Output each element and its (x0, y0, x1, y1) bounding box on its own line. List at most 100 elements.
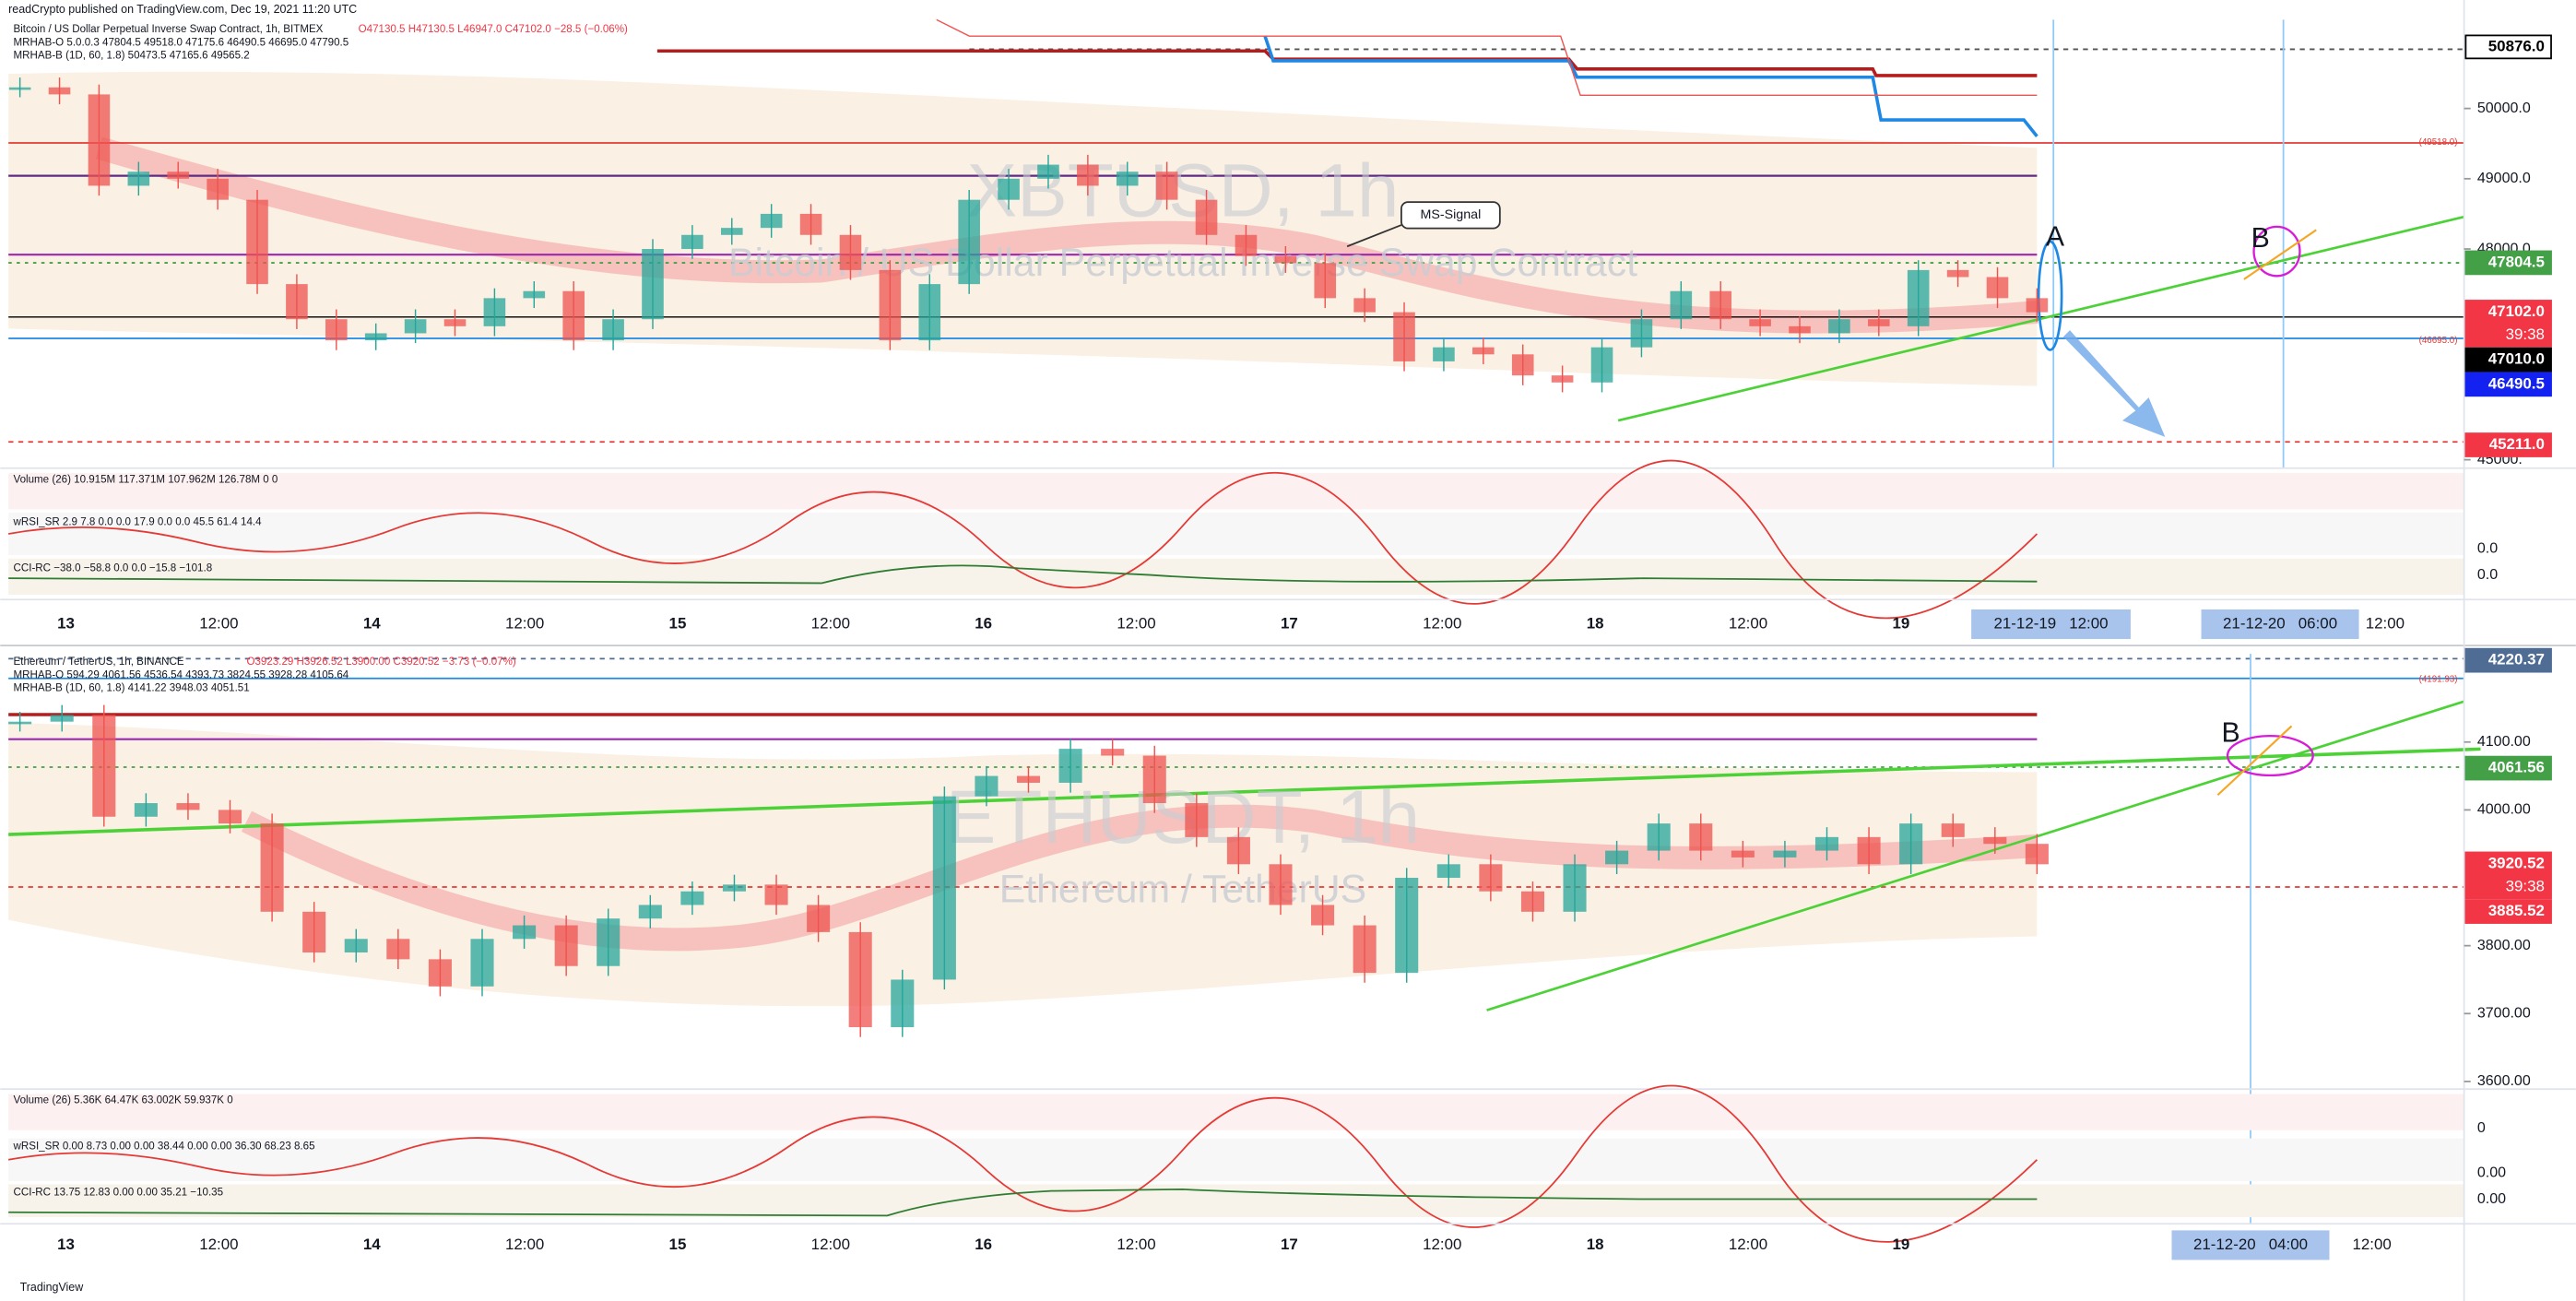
time-label: 12:00 (2352, 1236, 2391, 1253)
indicator-legend: MRHAB-O 5.0.0.3 47804.5 49518.0 47175.6 … (14, 37, 349, 48)
symbol-title: Ethereum / TetherUS, 1h, BINANCE (14, 656, 184, 668)
price-tag (2464, 851, 2552, 900)
candle (720, 228, 743, 235)
watermark: ETHUSDT, 1h (946, 775, 1421, 859)
candle (764, 884, 788, 905)
candle (1058, 749, 1082, 783)
volume-legend: Volume (26) 5.36K 64.47K 63.002K 59.937K… (14, 1095, 233, 1106)
time-label: 12:00 (199, 614, 238, 632)
candle (839, 234, 862, 270)
candle (207, 178, 229, 200)
symbol-title: Bitcoin / US Dollar Perpetual Inverse Sw… (14, 24, 324, 35)
callout-line (1346, 224, 1402, 248)
step-line (936, 18, 2038, 97)
cci-line (8, 1188, 2038, 1217)
candle (1789, 325, 1811, 334)
candle (1479, 864, 1503, 892)
candle (918, 284, 941, 341)
time-label: 12:00 (811, 1236, 850, 1253)
indicator-legend: MRHAB-B (1D, 60, 1.8) 50473.5 47165.6 49… (14, 51, 250, 62)
candle (562, 290, 585, 341)
indicator-legend: MRHAB-O 594.29 4061.56 4536.54 4393.73 3… (14, 669, 349, 680)
ohlc: O3923.29 H3926.52 L3900.00 C3920.52 −3.7… (246, 656, 515, 668)
price-tag-label: 46490.5 (2488, 374, 2545, 392)
candle (1773, 850, 1797, 857)
price-tag-label: 50876.0 (2488, 37, 2545, 54)
candle (344, 939, 368, 953)
candle (1155, 171, 1178, 200)
sub-axis-label: 0 (2477, 1119, 2486, 1136)
time-label: 16 (975, 1236, 992, 1253)
time-label: 18 (1587, 1236, 1604, 1253)
candle (554, 925, 578, 966)
time-label: 12:00 (505, 1236, 544, 1253)
time-label: 12:00 (1117, 614, 1155, 632)
candle (48, 87, 71, 95)
candle (1472, 347, 1495, 355)
time-label: 13 (57, 1236, 75, 1253)
trendline (8, 747, 2481, 836)
candle (1433, 347, 1455, 361)
candle (1828, 319, 1850, 334)
candle (1630, 319, 1653, 348)
time-box (2171, 1230, 2330, 1260)
watermark-sub: Bitcoin / US Dollar Perpetual Inverse Sw… (728, 241, 1637, 285)
trendline (1617, 215, 2464, 422)
time-label: 17 (1281, 614, 1298, 632)
ribbon (95, 136, 2038, 334)
sub-axis-label: 0.0 (2477, 539, 2498, 556)
time-label: 12:00 (199, 1236, 238, 1253)
candle (302, 911, 326, 953)
price-tag-label: 45211.0 (2489, 435, 2545, 453)
time-label: 14 (363, 1236, 381, 1253)
volume-legend: Volume (26) 10.915M 117.371M 107.962M 12… (14, 474, 278, 485)
ellipse (2252, 225, 2301, 278)
candle (246, 199, 268, 285)
candle (1511, 354, 1534, 376)
time-label: 18 (1587, 614, 1604, 632)
candle (1749, 319, 1771, 326)
price-tag (2464, 347, 2552, 373)
candle (218, 810, 242, 824)
candle (1269, 864, 1293, 905)
price-tag-label: 4220.37 (2488, 651, 2545, 668)
price-tag-label: 3920.52 (2488, 854, 2545, 871)
time-label: 15 (669, 614, 687, 632)
price-tag-label: 3885.52 (2488, 902, 2545, 919)
candle (176, 803, 200, 810)
price-tag (2464, 647, 2552, 673)
candle (1590, 347, 1613, 383)
arrow (2216, 725, 2293, 797)
signal-box (1400, 201, 1501, 230)
candle (958, 199, 980, 285)
price-tag (2464, 34, 2552, 60)
candle (127, 171, 150, 186)
candle (134, 803, 158, 817)
time-label: 12:00 (1117, 1236, 1155, 1253)
candle (760, 213, 783, 229)
candle (2025, 844, 2049, 865)
candle (638, 905, 662, 919)
time-label: 12:00 (1423, 614, 1461, 632)
cci-line (8, 564, 2038, 585)
candle (1551, 375, 1574, 383)
candle (975, 775, 998, 797)
candle (1907, 269, 1930, 326)
candle (1353, 298, 1376, 313)
candle (483, 298, 506, 326)
candle (513, 925, 537, 940)
candle (1986, 277, 2009, 299)
candle (932, 796, 956, 980)
candle (8, 721, 32, 725)
candle (1563, 864, 1587, 912)
candle (1941, 823, 1965, 837)
time-label: 17 (1281, 1236, 1298, 1253)
candle (1077, 164, 1099, 186)
candle (1311, 905, 1335, 926)
candle (799, 213, 822, 235)
time-label: 12:00 (811, 614, 850, 632)
time-box-label: 21-12-20 06:00 (2223, 614, 2337, 632)
time-label: 12:00 (1729, 1236, 1767, 1253)
level-label: (4191.93) (2419, 675, 2458, 685)
candle (428, 959, 452, 987)
